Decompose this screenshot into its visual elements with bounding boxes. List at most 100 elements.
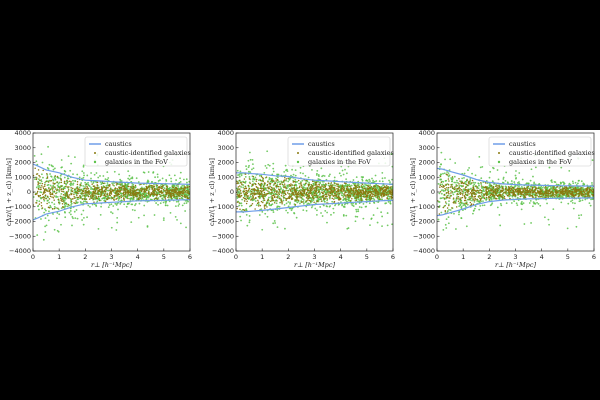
fov-galaxy-point [376,221,379,224]
fov-galaxy-point [64,195,67,198]
fov-galaxy-point [591,184,594,186]
member-galaxy-point [341,190,343,192]
member-galaxy-point [167,195,170,197]
member-galaxy-point [259,187,261,190]
fov-galaxy-point [492,167,495,170]
member-galaxy-point [76,194,78,197]
legend-caustics-label: caustics [308,140,335,148]
x-axis-label: r⊥ [h⁻¹Mpc] [294,261,336,269]
member-galaxy-point [356,189,358,192]
fov-galaxy-point [268,196,270,199]
fov-galaxy-point [156,186,159,189]
fov-galaxy-point [71,215,74,218]
member-galaxy-point [310,189,313,191]
member-galaxy-point [349,191,351,194]
fov-galaxy-point [443,172,446,175]
fov-galaxy-point [541,186,544,189]
fov-galaxy-point [276,226,279,228]
caustic-lower-line [33,199,190,221]
member-galaxy-point [305,192,308,194]
member-galaxy-point [93,196,95,198]
member-galaxy-point [88,193,91,195]
member-galaxy-point [172,194,175,197]
member-galaxy-point [355,193,357,195]
member-galaxy-point [298,186,301,189]
fov-galaxy-point [261,210,264,213]
member-galaxy-point [136,195,138,197]
fov-galaxy-point [90,191,93,194]
member-galaxy-point [62,200,65,202]
fov-galaxy-point [69,213,72,216]
member-galaxy-point [313,194,315,196]
fov-galaxy-point [595,188,597,190]
fov-galaxy-point [560,201,563,204]
fov-galaxy-point [290,209,293,212]
fov-galaxy-point [134,209,136,212]
fov-galaxy-point [322,174,325,177]
fov-galaxy-point [77,198,80,201]
member-galaxy-point [148,185,151,188]
fov-galaxy-point [315,174,318,176]
x-tick-label: 6 [391,253,395,261]
fov-galaxy-point [70,204,72,206]
fov-galaxy-point [530,168,533,171]
member-galaxy-point [105,188,107,191]
fov-galaxy-point [137,216,140,219]
fov-galaxy-point [455,228,457,230]
member-galaxy-point [300,197,303,199]
member-galaxy-point [385,187,388,189]
member-galaxy-point [37,195,40,198]
fov-galaxy-point [137,181,140,183]
member-galaxy-point [290,183,292,185]
member-galaxy-point [271,199,273,202]
fov-galaxy-point [155,202,158,204]
fov-galaxy-point [179,180,182,183]
fov-galaxy-point [52,190,54,193]
fov-galaxy-point [376,186,379,189]
fov-galaxy-point [50,206,52,209]
member-galaxy-point [245,189,247,192]
member-galaxy-point [292,181,295,183]
member-galaxy-point [353,190,355,193]
member-galaxy-point [37,183,39,186]
member-galaxy-point [242,196,245,199]
fov-galaxy-point [165,178,168,181]
fov-galaxy-point [312,184,315,187]
member-galaxy-point [116,193,119,196]
fov-galaxy-point [292,173,295,176]
member-galaxy-point [39,194,42,197]
member-galaxy-point [184,191,187,193]
fov-galaxy-point [110,226,113,229]
fov-galaxy-point [111,212,114,215]
member-galaxy-point [299,185,301,188]
member-galaxy-point [263,206,266,208]
member-galaxy-point [168,192,170,194]
member-galaxy-point [78,190,80,193]
fov-galaxy-point [112,205,115,207]
legend-members-label: caustic-identified galaxies [105,149,191,157]
fov-galaxy-point [328,205,331,208]
fov-galaxy-point [94,194,97,197]
member-galaxy-point [371,188,374,191]
fov-galaxy-point [350,184,353,187]
fov-galaxy-point [279,188,282,191]
member-galaxy-point [42,193,44,196]
fov-galaxy-point [44,208,46,211]
fov-galaxy-point [73,191,76,194]
fov-galaxy-point [99,199,102,202]
member-galaxy-point [91,183,93,185]
fov-galaxy-point [302,202,305,205]
member-galaxy-point [158,193,161,196]
fov-galaxy-point [83,216,85,219]
member-galaxy-point [379,187,381,189]
member-galaxy-point [120,196,123,199]
fov-galaxy-point [386,224,389,227]
member-galaxy-point [132,185,135,188]
member-galaxy-point [366,185,369,187]
member-galaxy-point [340,189,342,191]
member-galaxy-point [157,188,159,190]
fov-galaxy-point [394,187,396,189]
fov-galaxy-point [347,227,350,229]
fov-galaxy-point [264,212,267,215]
member-galaxy-point [355,196,357,199]
